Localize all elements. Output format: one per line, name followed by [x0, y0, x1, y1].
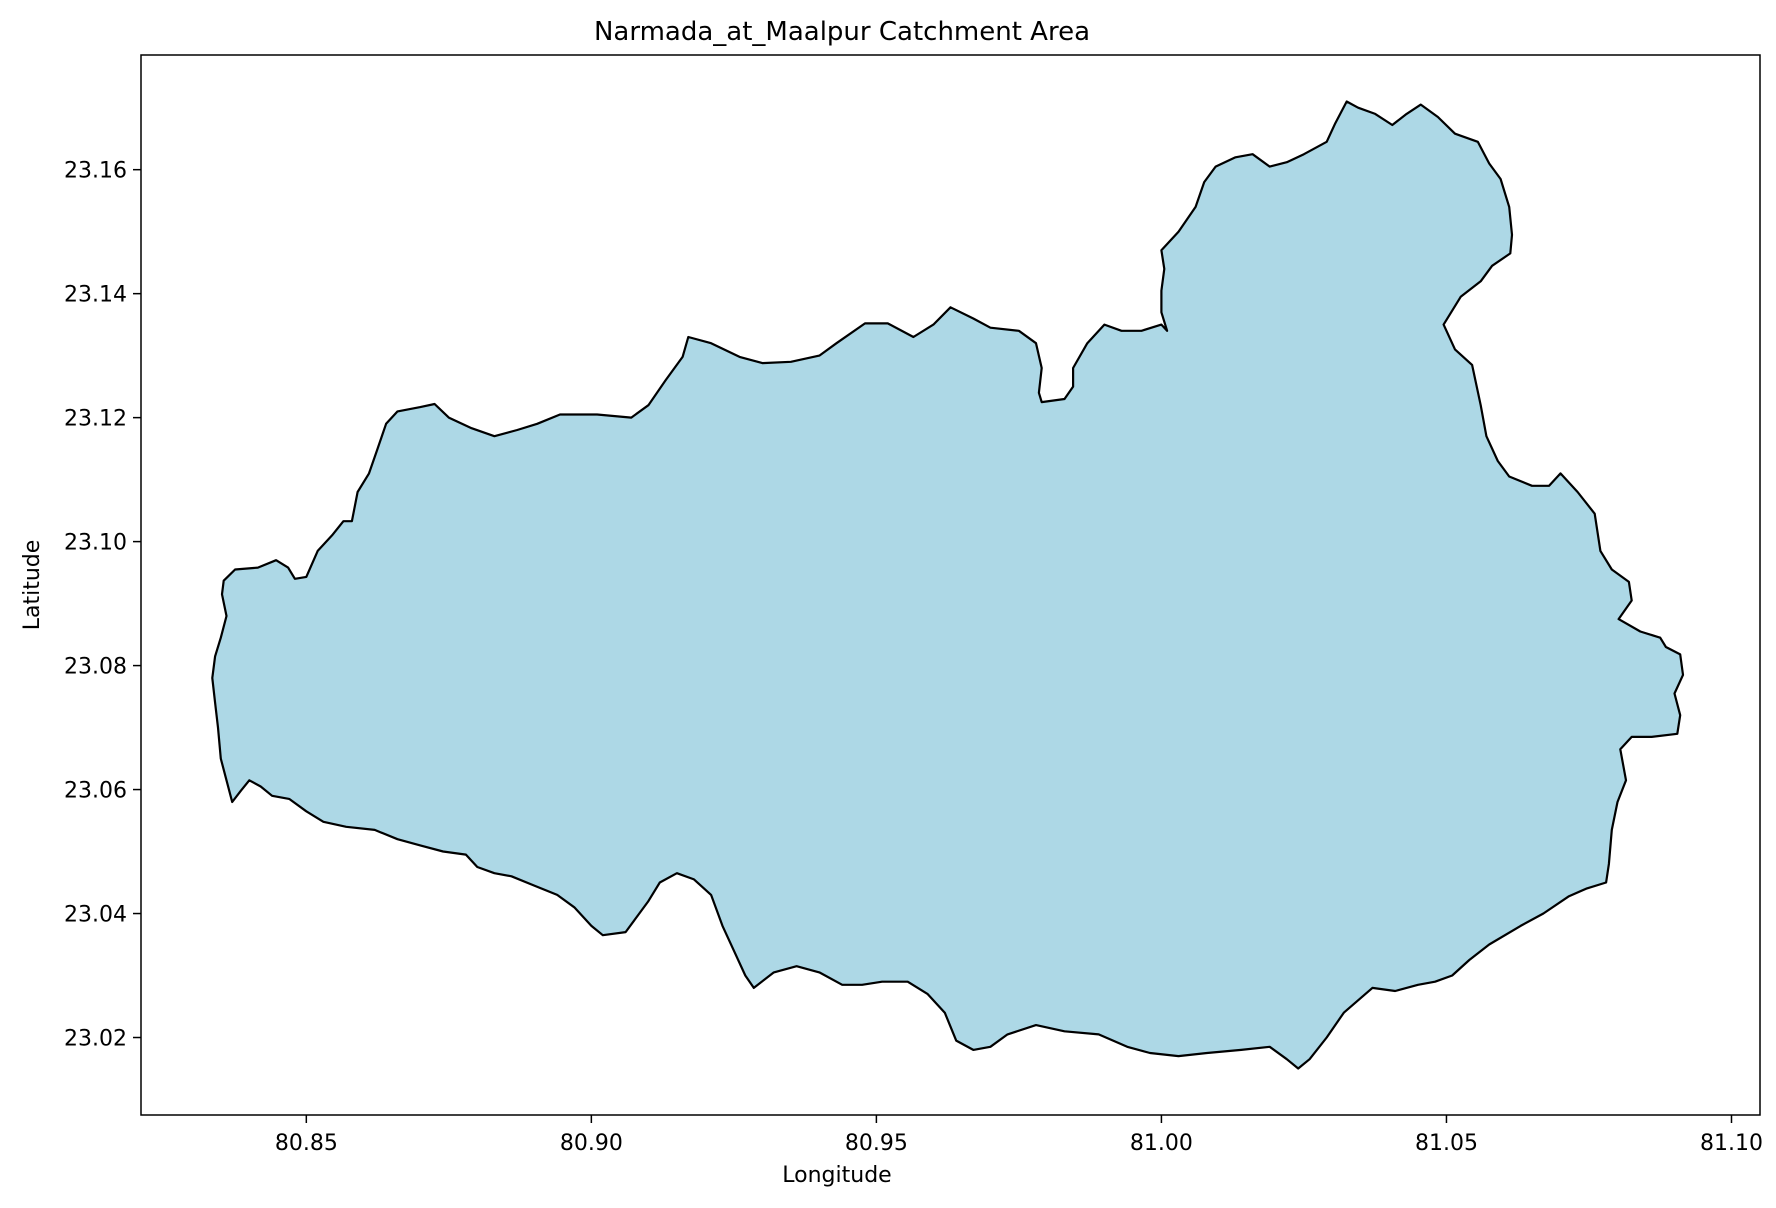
y-axis-label: Latitude: [20, 540, 45, 631]
y-tick-label: 23.12: [64, 407, 127, 432]
y-tick-label: 23.10: [64, 531, 127, 556]
y-axis-ticks: 23.02 23.04 23.06 23.08 23.10 23.12 23.14 23.16: [64, 159, 141, 1052]
x-tick-label: 81.00: [1130, 1131, 1193, 1156]
axes-frame: [140, 54, 1761, 1116]
y-tick-label: 23.06: [64, 779, 127, 804]
x-tick-label: 80.95: [845, 1131, 908, 1156]
y-tick-label: 23.16: [64, 159, 127, 184]
x-tick-label: 81.10: [1700, 1131, 1763, 1156]
x-tick-label: 80.85: [275, 1131, 338, 1156]
y-tick-label: 23.08: [64, 655, 127, 680]
x-tick-label: 81.05: [1415, 1131, 1478, 1156]
catchment-area-polygon: [211, 100, 1685, 1070]
x-axis-ticks: 80.85 80.90 80.95 81.00 81.05 81.10: [275, 1115, 1763, 1156]
y-tick-label: 23.02: [64, 1027, 127, 1052]
plot-area: [211, 100, 1685, 1070]
chart-title: Narmada_at_Maalpur Catchment Area: [594, 17, 1090, 47]
y-tick-label: 23.04: [64, 903, 127, 928]
y-tick-label: 23.14: [64, 283, 127, 308]
x-tick-label: 80.90: [560, 1131, 623, 1156]
x-axis-label: Longitude: [782, 1163, 891, 1188]
